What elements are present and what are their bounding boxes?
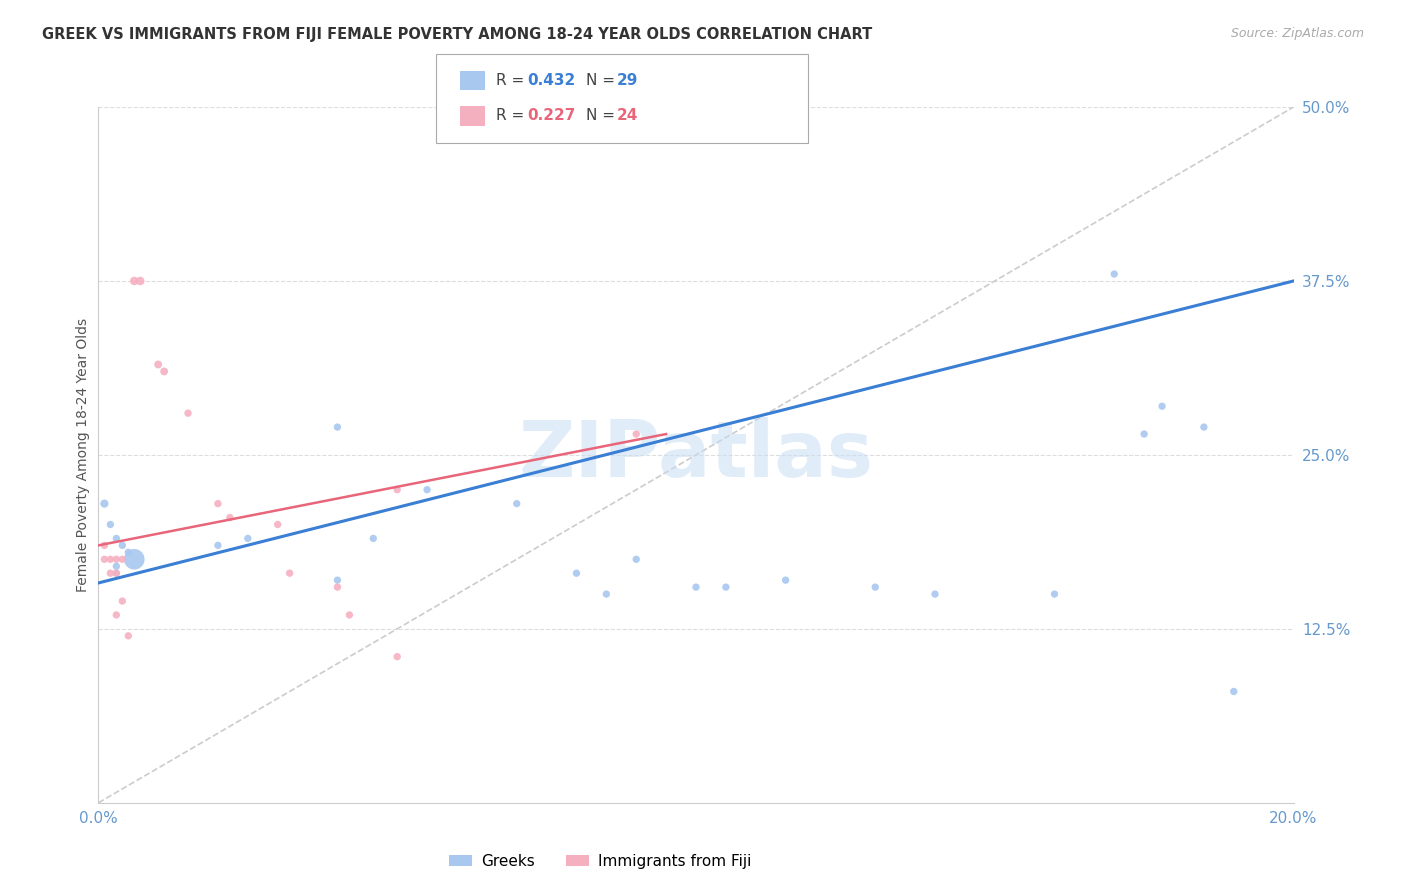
Point (105, 566, 128, 581)
Point (1223, 684, 1246, 698)
Point (111, 552, 134, 566)
Point (111, 594, 134, 608)
Point (153, 364, 176, 378)
Point (595, 587, 617, 601)
Point (865, 580, 887, 594)
Text: 24: 24 (617, 108, 638, 123)
Point (565, 566, 588, 581)
Text: R =: R = (496, 108, 530, 123)
Point (1133, 427, 1156, 442)
Point (685, 580, 707, 594)
Text: N =: N = (586, 73, 620, 88)
Point (105, 552, 128, 566)
Point (714, 580, 737, 594)
Point (93, 538, 115, 552)
Text: 0.227: 0.227 (527, 108, 575, 123)
Text: 29: 29 (617, 73, 638, 88)
Y-axis label: Female Poverty Among 18-24 Year Olds: Female Poverty Among 18-24 Year Olds (76, 318, 90, 592)
Point (506, 497, 529, 511)
Point (1043, 587, 1066, 601)
Text: Source: ZipAtlas.com: Source: ZipAtlas.com (1230, 27, 1364, 40)
Point (105, 566, 128, 581)
Text: GREEK VS IMMIGRANTS FROM FIJI FEMALE POVERTY AMONG 18-24 YEAR OLDS CORRELATION C: GREEK VS IMMIGRANTS FROM FIJI FEMALE POV… (42, 27, 873, 42)
Point (177, 406, 200, 420)
Text: ZIPatlas: ZIPatlas (519, 417, 873, 493)
Point (326, 573, 349, 587)
Point (129, 274, 152, 288)
Point (363, 532, 385, 546)
Point (148, 358, 170, 372)
Point (236, 532, 259, 546)
Point (105, 559, 128, 574)
Point (105, 607, 128, 622)
Point (93, 497, 115, 511)
Point (111, 538, 134, 552)
Point (105, 532, 128, 546)
Point (98, 517, 122, 532)
Point (98, 566, 122, 581)
Point (267, 517, 290, 532)
Point (117, 545, 139, 559)
Point (1192, 420, 1215, 434)
Point (1150, 399, 1173, 413)
Text: N =: N = (586, 108, 620, 123)
Point (416, 483, 439, 497)
Point (339, 607, 360, 622)
Text: R =: R = (496, 73, 530, 88)
Point (219, 510, 242, 524)
Legend: Greeks, Immigrants from Fiji: Greeks, Immigrants from Fiji (443, 848, 758, 875)
Point (326, 580, 349, 594)
Point (124, 274, 146, 288)
Point (624, 427, 647, 442)
Point (624, 552, 647, 566)
Point (326, 420, 349, 434)
Point (385, 649, 409, 664)
Point (98, 552, 122, 566)
Point (385, 483, 409, 497)
Text: 0.432: 0.432 (527, 73, 575, 88)
Point (207, 538, 229, 552)
Point (124, 552, 146, 566)
Point (1104, 267, 1126, 281)
Point (117, 629, 139, 643)
Point (93, 552, 115, 566)
Point (775, 573, 797, 587)
Point (924, 587, 946, 601)
Point (207, 497, 229, 511)
Point (278, 566, 301, 581)
